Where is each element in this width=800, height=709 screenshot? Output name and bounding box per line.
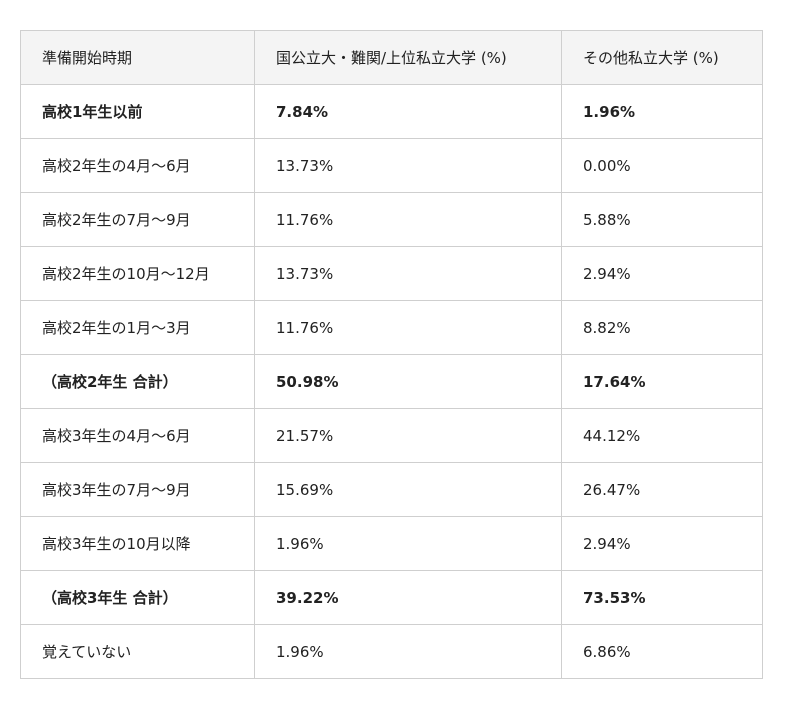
table-row: 高校2年生の10月〜12月 13.73% 2.94% bbox=[20, 246, 763, 301]
table-row: （高校3年生 合計） 39.22% 73.53% bbox=[20, 570, 763, 625]
percent-cell: 6.86% bbox=[561, 624, 763, 679]
data-table: 準備開始時期 国公立大・難関/上位私立大学 (%) その他私立大学 (%) 高校1年… bbox=[20, 30, 763, 679]
percent-cell: 26.47% bbox=[561, 462, 763, 517]
percent-cell: 1.96% bbox=[254, 516, 562, 571]
percent-cell: 44.12% bbox=[561, 408, 763, 463]
period-cell: 高校2年生の7月〜9月 bbox=[20, 192, 255, 247]
header-row: 準備開始時期 国公立大・難関/上位私立大学 (%) その他私立大学 (%) bbox=[20, 30, 763, 85]
table-row: 高校3年生の7月〜9月 15.69% 26.47% bbox=[20, 462, 763, 517]
percent-cell: 11.76% bbox=[254, 300, 562, 355]
percent-cell: 1.96% bbox=[561, 84, 763, 139]
percent-cell: 13.73% bbox=[254, 246, 562, 301]
percent-cell: 7.84% bbox=[254, 84, 562, 139]
percent-cell: 2.94% bbox=[561, 246, 763, 301]
percent-cell: 11.76% bbox=[254, 192, 562, 247]
percent-cell: 21.57% bbox=[254, 408, 562, 463]
header-cell: その他私立大学 (%) bbox=[561, 30, 763, 85]
header-cell: 準備開始時期 bbox=[20, 30, 255, 85]
percent-cell: 50.98% bbox=[254, 354, 562, 409]
period-cell: 高校3年生の7月〜9月 bbox=[20, 462, 255, 517]
percent-cell: 17.64% bbox=[561, 354, 763, 409]
table-body: 高校1年生以前 7.84% 1.96% 高校2年生の4月〜6月 13.73% 0.00% 高… bbox=[20, 84, 763, 679]
percent-cell: 73.53% bbox=[561, 570, 763, 625]
period-cell: 高校3年生の4月〜6月 bbox=[20, 408, 255, 463]
table-row: 高校2年生の4月〜6月 13.73% 0.00% bbox=[20, 138, 763, 193]
period-cell: 高校2年生の4月〜6月 bbox=[20, 138, 255, 193]
table-row: 高校2年生の7月〜9月 11.76% 5.88% bbox=[20, 192, 763, 247]
period-cell: （高校3年生 合計） bbox=[20, 570, 255, 625]
period-cell: 高校2年生の10月〜12月 bbox=[20, 246, 255, 301]
period-cell: 高校1年生以前 bbox=[20, 84, 255, 139]
table-row: 覚えていない 1.96% 6.86% bbox=[20, 624, 763, 679]
percent-cell: 0.00% bbox=[561, 138, 763, 193]
percent-cell: 1.96% bbox=[254, 624, 562, 679]
percent-cell: 8.82% bbox=[561, 300, 763, 355]
table-row: 高校2年生の1月〜3月 11.76% 8.82% bbox=[20, 300, 763, 355]
period-cell: 高校3年生の10月以降 bbox=[20, 516, 255, 571]
header-cell: 国公立大・難関/上位私立大学 (%) bbox=[254, 30, 562, 85]
table-row: 高校1年生以前 7.84% 1.96% bbox=[20, 84, 763, 139]
table-row: （高校2年生 合計） 50.98% 17.64% bbox=[20, 354, 763, 409]
period-cell: （高校2年生 合計） bbox=[20, 354, 255, 409]
period-cell: 高校2年生の1月〜3月 bbox=[20, 300, 255, 355]
percent-cell: 39.22% bbox=[254, 570, 562, 625]
period-cell: 覚えていない bbox=[20, 624, 255, 679]
percent-cell: 2.94% bbox=[561, 516, 763, 571]
percent-cell: 15.69% bbox=[254, 462, 562, 517]
percent-cell: 5.88% bbox=[561, 192, 763, 247]
percent-cell: 13.73% bbox=[254, 138, 562, 193]
table-row: 高校3年生の10月以降 1.96% 2.94% bbox=[20, 516, 763, 571]
table-row: 高校3年生の4月〜6月 21.57% 44.12% bbox=[20, 408, 763, 463]
